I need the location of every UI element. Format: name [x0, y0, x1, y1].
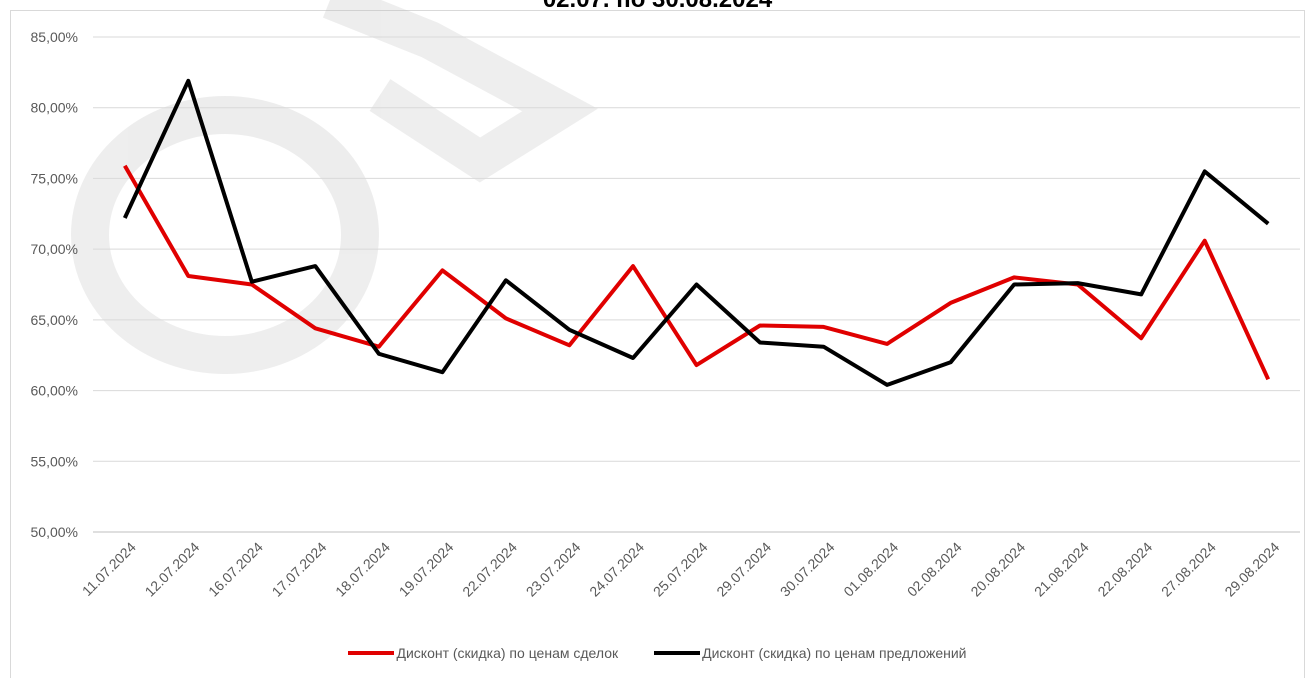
- x-tick-label: 02.08.2024: [904, 539, 965, 600]
- series-line-offers[interactable]: [122, 78, 1270, 387]
- x-tick-label: 22.08.2024: [1094, 539, 1155, 600]
- chart-frame: [10, 10, 1305, 678]
- x-tick-label: 29.08.2024: [1221, 539, 1282, 600]
- x-tick-label: 29.07.2024: [713, 539, 774, 600]
- x-tick-label: 23.07.2024: [523, 539, 584, 600]
- x-tick-label: 27.08.2024: [1158, 539, 1219, 600]
- y-tick-label: 70,00%: [31, 241, 78, 257]
- x-tick-label: 01.08.2024: [840, 539, 901, 600]
- legend-item-deals[interactable]: Дисконт (скидка) по ценам сделок: [348, 645, 618, 661]
- legend: Дисконт (скидка) по ценам сделок Дисконт…: [0, 645, 1315, 661]
- y-tick-label: 75,00%: [31, 170, 78, 186]
- y-tick-label: 80,00%: [31, 100, 78, 116]
- y-tick-label: 65,00%: [31, 312, 78, 328]
- x-tick-label: 25.07.2024: [650, 539, 711, 600]
- x-tick-label: 18.07.2024: [332, 539, 393, 600]
- legend-swatch-offers: [654, 651, 701, 655]
- y-tick-label: 85,00%: [31, 29, 78, 45]
- x-tick-label: 16.07.2024: [205, 539, 266, 600]
- x-tick-label: 30.07.2024: [777, 539, 838, 600]
- legend-swatch-deals: [348, 651, 395, 655]
- watermark-logo: [71, 0, 598, 374]
- chart-title: 02.07. по 30.08.2024: [0, 0, 1315, 14]
- x-tick-label: 17.07.2024: [269, 539, 330, 600]
- y-tick-label: 60,00%: [31, 383, 78, 399]
- x-tick-label: 19.07.2024: [396, 539, 457, 600]
- x-tick-label: 22.07.2024: [459, 539, 520, 600]
- x-tick-label: 11.07.2024: [79, 539, 139, 599]
- y-tick-label: 50,00%: [31, 524, 78, 540]
- x-tick-label: 20.08.2024: [967, 539, 1028, 600]
- legend-label-offers: Дисконт (скидка) по ценам предложений: [702, 645, 967, 661]
- legend-label-deals: Дисконт (скидка) по ценам сделок: [396, 645, 619, 661]
- legend-item-offers[interactable]: Дисконт (скидка) по ценам предложений: [654, 645, 967, 661]
- x-tick-label: 24.07.2024: [586, 539, 647, 600]
- x-tick-label: 12.07.2024: [142, 539, 203, 600]
- y-tick-label: 55,00%: [31, 453, 78, 469]
- x-tick-label: 21.08.2024: [1031, 539, 1092, 600]
